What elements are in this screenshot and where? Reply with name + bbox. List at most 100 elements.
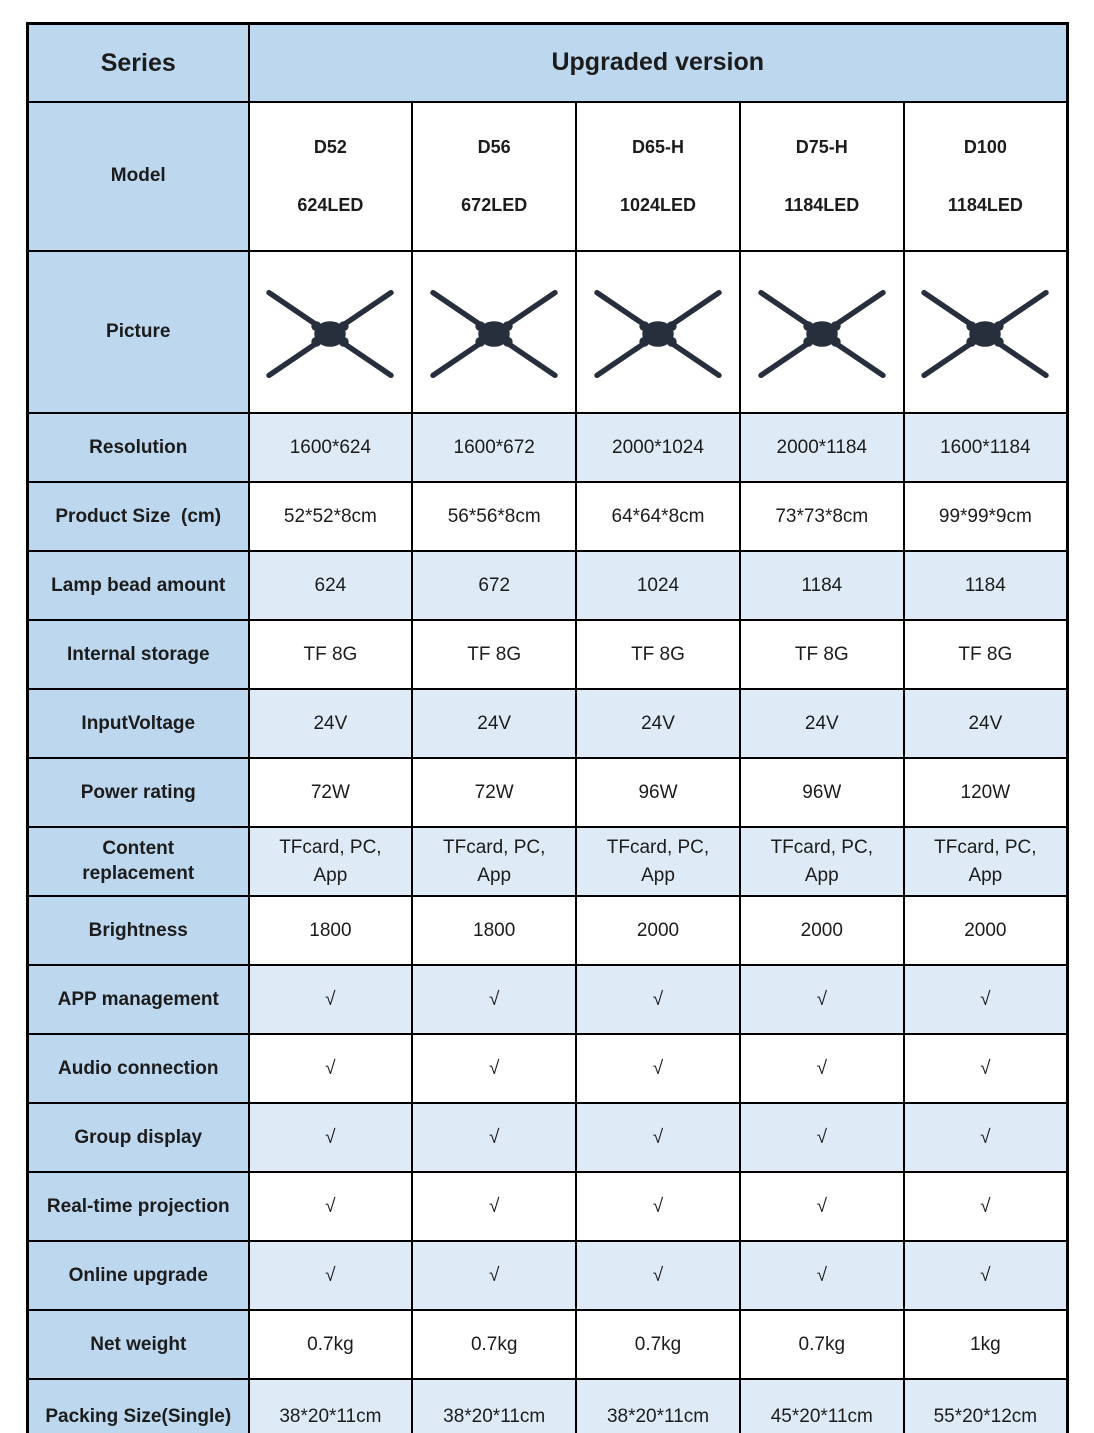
model-cell-d100: D100 1184LED	[902, 100, 1069, 253]
spec-row-resolution: Resolution 1600*624 1600*672 2000*1024 2…	[26, 412, 1069, 484]
spec-value-cell: 2000	[575, 895, 741, 967]
spec-value-cell: √	[902, 964, 1069, 1036]
spec-value-cell: √	[902, 1033, 1069, 1105]
spec-value-cell: TFcard, PC, App	[738, 826, 905, 898]
spec-value-cell: 120W	[902, 757, 1069, 829]
spec-value-cell: √	[411, 964, 578, 1036]
spec-value-cell: 1600*624	[247, 412, 414, 484]
spec-value-cell: TF 8G	[411, 619, 578, 691]
row-label-packing-size-single: Packing Size(Single)	[26, 1378, 250, 1433]
spec-value-cell: √	[247, 1171, 414, 1243]
spec-value-cell: 2000	[902, 895, 1069, 967]
spec-value-cell: TFcard, PC, App	[247, 826, 414, 898]
spec-value-cell: √	[738, 1102, 905, 1174]
spec-value-cell: √	[575, 964, 741, 1036]
row-label-group-display: Group display	[26, 1102, 250, 1174]
model-led-count: 672LED	[461, 194, 528, 215]
spec-row-content-replacement: Content replacement TFcard, PC, App TFca…	[26, 826, 1069, 898]
spec-row-lamp-bead-amount: Lamp bead amount 624 672 1024 1184 1184	[26, 550, 1069, 622]
spec-value-cell: 24V	[411, 688, 578, 760]
spec-row-audio-connection: Audio connection √ √ √ √ √	[26, 1033, 1069, 1105]
spec-value-cell: 2000*1024	[575, 412, 741, 484]
model-led-count: 1184LED	[784, 194, 860, 215]
spec-row-product-size-cm: Product Size (cm) 52*52*8cm 56*56*8cm 64…	[26, 481, 1069, 553]
fan-picture-cell	[738, 250, 905, 415]
product-spec-table: Series Upgraded version Model D52 624LED…	[26, 22, 1070, 1433]
spec-row-brightness: Brightness 1800 1800 2000 2000 2000	[26, 895, 1069, 967]
picture-row: Picture	[26, 250, 1069, 415]
model-name: D56	[477, 137, 511, 158]
model-cell-d56: D56 672LED	[411, 100, 578, 253]
row-label-app-management: APP management	[26, 964, 250, 1036]
row-label-audio-connection: Audio connection	[26, 1033, 250, 1105]
spec-value-cell: 0.7kg	[247, 1309, 414, 1381]
spec-value-cell: 72W	[411, 757, 578, 829]
row-label-online-upgrade: Online upgrade	[26, 1240, 250, 1312]
spec-value-cell: 0.7kg	[411, 1309, 578, 1381]
spec-value-cell: √	[738, 1240, 905, 1312]
spec-row-power-rating: Power rating 72W 72W 96W 96W 120W	[26, 757, 1069, 829]
spec-row-online-upgrade: Online upgrade √ √ √ √ √	[26, 1240, 1069, 1312]
model-led-count: 624LED	[297, 194, 364, 215]
spec-value-cell: 38*20*11cm	[575, 1378, 741, 1433]
spec-value-cell: 0.7kg	[738, 1309, 905, 1381]
spec-value-cell: √	[411, 1240, 578, 1312]
spec-value-cell: 1800	[247, 895, 414, 967]
spec-value-cell: √	[902, 1171, 1069, 1243]
spec-row-inputvoltage: InputVoltage 24V 24V 24V 24V 24V	[26, 688, 1069, 760]
spec-row-real-time-projection: Real-time projection √ √ √ √ √	[26, 1171, 1069, 1243]
spec-value-cell: 2000*1184	[738, 412, 905, 484]
model-cell-d52: D52 624LED	[247, 100, 414, 253]
spec-value-cell: 38*20*11cm	[411, 1378, 578, 1433]
spec-row-packing-size-single: Packing Size(Single) 38*20*11cm 38*20*11…	[26, 1378, 1069, 1433]
spec-value-cell: TFcard, PC, App	[411, 826, 578, 898]
spec-value-cell: TF 8G	[902, 619, 1069, 691]
row-label-internal-storage: Internal storage	[26, 619, 250, 691]
spec-value-cell: TF 8G	[247, 619, 414, 691]
spec-value-cell: √	[575, 1033, 741, 1105]
model-led-count: 1184LED	[947, 194, 1023, 215]
picture-row-label: Picture	[26, 250, 250, 415]
row-label-real-time-projection: Real-time projection	[26, 1171, 250, 1243]
model-cell-d65-h: D65-H 1024LED	[575, 100, 741, 253]
hologram-fan-image	[921, 290, 1050, 379]
series-label: Series	[26, 22, 250, 103]
spec-value-cell: 38*20*11cm	[247, 1378, 414, 1433]
spec-value-cell: √	[411, 1102, 578, 1174]
spec-value-cell: 96W	[575, 757, 741, 829]
spec-value-cell: √	[902, 1102, 1069, 1174]
spec-value-cell: 55*20*12cm	[902, 1378, 1069, 1433]
spec-value-cell: 52*52*8cm	[247, 481, 414, 553]
spec-value-cell: 45*20*11cm	[738, 1378, 905, 1433]
series-header-row: Series Upgraded version	[26, 22, 1069, 103]
spec-value-cell: √	[738, 1033, 905, 1105]
model-row-label: Model	[26, 100, 250, 253]
spec-value-cell: 1184	[902, 550, 1069, 622]
spec-value-cell: 24V	[738, 688, 905, 760]
spec-row-internal-storage: Internal storage TF 8G TF 8G TF 8G TF 8G…	[26, 619, 1069, 691]
spec-value-cell: √	[247, 964, 414, 1036]
spec-value-cell: √	[575, 1102, 741, 1174]
row-label-content-replacement: Content replacement	[26, 826, 250, 898]
spec-value-cell: 1800	[411, 895, 578, 967]
spec-value-cell: √	[247, 1240, 414, 1312]
spec-value-cell: 1184	[738, 550, 905, 622]
spec-value-cell: √	[738, 1171, 905, 1243]
model-name: D100	[963, 137, 1007, 158]
row-label-product-size-cm: Product Size (cm)	[26, 481, 250, 553]
spec-value-cell: 1kg	[902, 1309, 1069, 1381]
row-label-power-rating: Power rating	[26, 757, 250, 829]
spec-value-cell: 672	[411, 550, 578, 622]
spec-value-cell: √	[411, 1171, 578, 1243]
model-name: D52	[313, 137, 347, 158]
spec-value-cell: TF 8G	[575, 619, 741, 691]
row-label-brightness: Brightness	[26, 895, 250, 967]
spec-value-cell: 56*56*8cm	[411, 481, 578, 553]
spec-value-cell: √	[738, 964, 905, 1036]
fan-picture-cell	[247, 250, 414, 415]
spec-value-cell: √	[247, 1033, 414, 1105]
spec-value-cell: 2000	[738, 895, 905, 967]
spec-value-cell: √	[575, 1171, 741, 1243]
spec-value-cell: √	[902, 1240, 1069, 1312]
